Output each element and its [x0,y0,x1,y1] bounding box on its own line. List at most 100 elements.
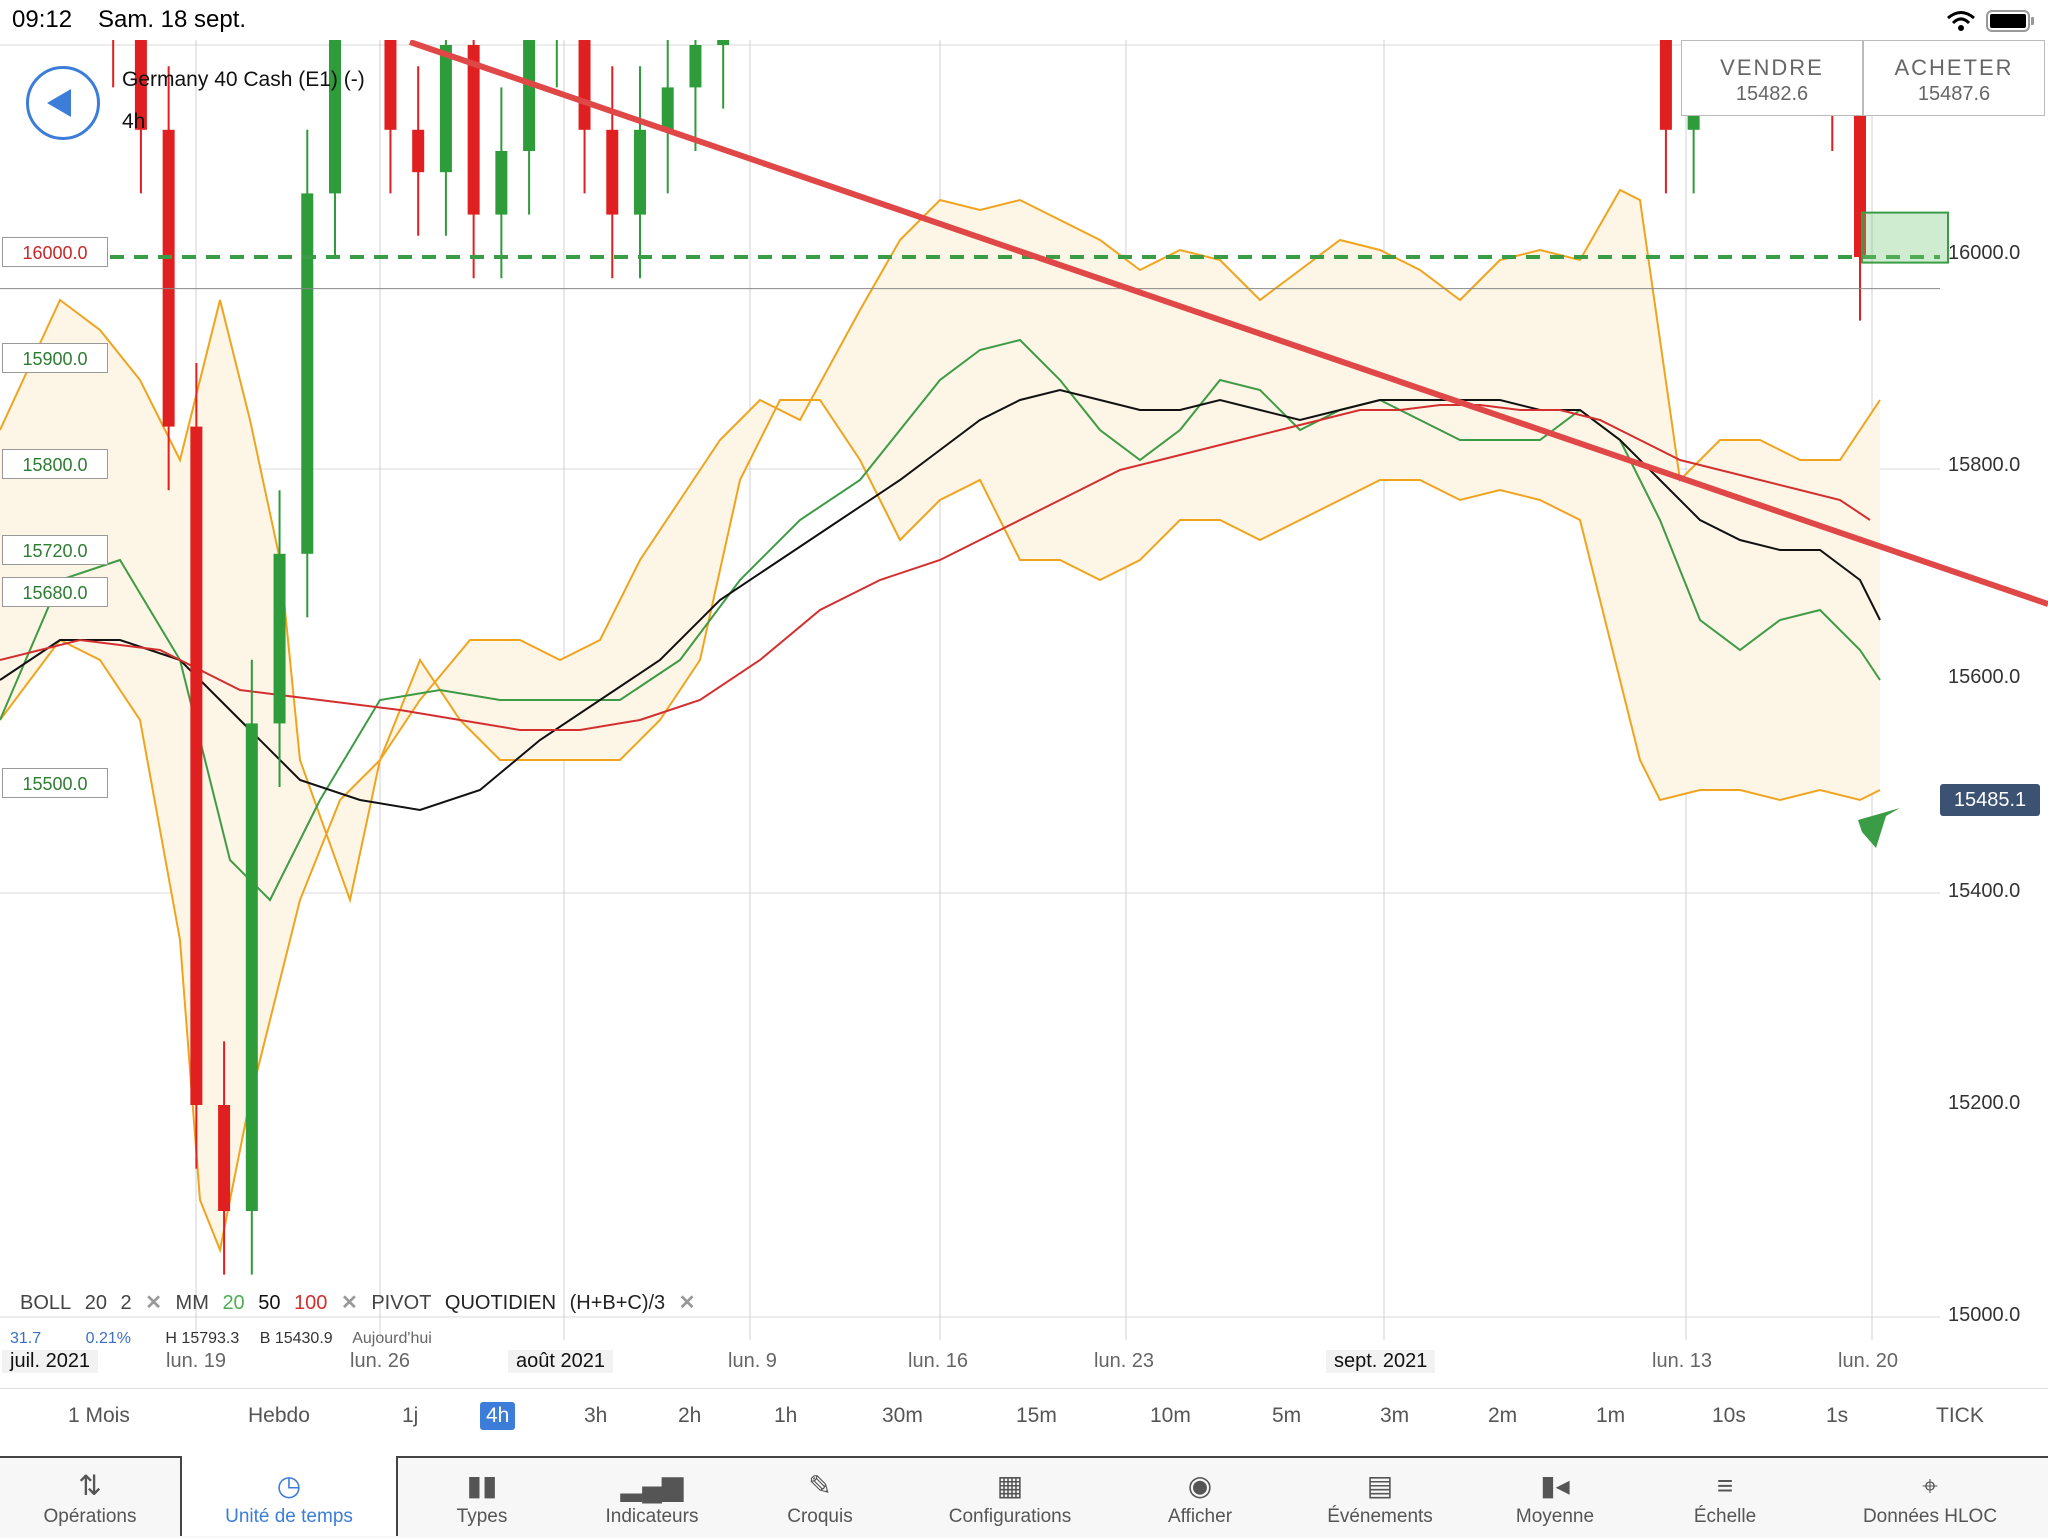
tf-hebdo[interactable]: Hebdo [248,1404,310,1427]
x-tick-lun13: lun. 13 [1652,1350,1713,1372]
stat-percent: 0.21% [85,1330,131,1347]
tf-1j[interactable]: 1j [402,1404,419,1427]
level-label-16000[interactable]: 16000.0 [2,237,108,267]
candles-icon: ▮▮ [466,1470,498,1501]
remove-mm-icon[interactable]: ✕ [341,1292,358,1314]
tf-2h[interactable]: 2h [678,1404,702,1427]
candle-body [190,426,203,1106]
tf-10s[interactable]: 10s [1712,1404,1746,1427]
mm-param-3: 100 [294,1292,328,1314]
x-tick-lun20: lun. 20 [1838,1350,1899,1372]
remove-boll-icon[interactable]: ✕ [145,1292,162,1314]
boll-param-2: 2 [120,1292,132,1314]
level-label-15900[interactable]: 15900.0 [2,343,108,373]
tf-2m[interactable]: 2m [1488,1404,1518,1427]
tf-10m[interactable]: 10m [1150,1404,1191,1427]
nav-configurations-label: Configurations [948,1506,1072,1527]
candle-body [134,40,147,130]
mm-param-1: 20 [222,1292,245,1314]
candle-body [717,40,730,45]
tf-15m[interactable]: 15m [1016,1404,1057,1427]
ma20-line [0,338,1881,902]
candle-body [634,129,646,215]
status-date: Sam. 18 sept. [98,6,247,33]
nav-events[interactable]: ▤ Événements [1290,1456,1470,1536]
boll-label: BOLL [20,1292,72,1314]
nav-types[interactable]: ▮▮ Types [400,1456,564,1536]
tf-tick[interactable]: TICK [1936,1404,1984,1427]
candle-body [606,129,619,215]
timeframe-bar [0,1388,2048,1449]
tf-3h[interactable]: 3h [584,1404,608,1427]
level-label-15720[interactable]: 15720.0 [2,535,108,565]
sell-button[interactable]: VENDRE 15482.6 [1681,40,1863,116]
average-icon: ▮◂ [1540,1470,1570,1501]
nav-events-label: Événements [1327,1506,1433,1527]
candle-body [1659,40,1672,130]
candle-body [301,193,314,554]
price-chart[interactable] [0,40,2048,1360]
level-label-15680[interactable]: 15680.0 [2,577,108,607]
tf-5m[interactable]: 5m [1272,1404,1302,1427]
pivot-param-1: QUOTIDIEN [444,1292,557,1314]
bollinger-lower [0,399,1881,1254]
buy-button[interactable]: ACHETER 15487.6 [1863,40,2045,116]
candle-body [578,40,591,130]
mm-param-2: 50 [258,1292,281,1314]
crosshair-icon: ⌖ [1922,1470,1938,1501]
ma100-line [0,404,1871,731]
remove-pivot-icon[interactable]: ✕ [678,1292,696,1314]
nav-scale-label: Échelle [1693,1506,1757,1527]
nav-configurations[interactable]: ▦ Configurations [920,1456,1100,1536]
nav-average-label: Moyenne [1515,1506,1595,1527]
level-label-15500[interactable]: 15500.0 [2,768,108,798]
stat-change: 31.7 [10,1330,42,1347]
y-tick-15800: 15800.0 [1948,454,2021,476]
back-arrow-icon [47,89,71,117]
nav-scale[interactable]: ≡ Échelle [1650,1456,1800,1536]
tf-3m[interactable]: 3m [1380,1404,1410,1427]
x-tick-lun26: lun. 26 [350,1350,411,1372]
bollinger-upper [0,188,1881,904]
candle-body [467,45,480,215]
nav-display-label: Afficher [1167,1506,1233,1527]
x-tick-lun9: lun. 9 [728,1350,777,1372]
instrument-name: Germany 40 Cash (E1) (-) [122,68,365,91]
nav-timeframe-label: Unité de temps [225,1506,353,1527]
x-tick-lun19: lun. 19 [166,1350,227,1372]
nav-indicators[interactable]: ▂▄▆ Indicateurs [564,1456,740,1536]
y-tick-15000: 15000.0 [1948,1304,2021,1326]
buy-label: ACHETER [1894,55,2014,80]
tf-1mois[interactable]: 1 Mois [68,1404,130,1427]
x-tick-juil: juil. 2021 [2,1350,99,1373]
instrument-timeframe: 4h [122,110,146,133]
nav-operations[interactable]: ⇅ Opérations [0,1456,180,1536]
nav-display[interactable]: ◉ Afficher [1120,1456,1280,1536]
nav-operations-label: Opérations [43,1506,137,1527]
candle-body [523,40,536,151]
x-tick-aout: août 2021 [508,1350,613,1373]
target-zone [1861,211,1949,264]
nav-timeframe[interactable]: ◷ Unité de temps [180,1456,398,1536]
nav-hloc[interactable]: ⌖ Données HLOC [1830,1456,2030,1536]
tf-1s[interactable]: 1s [1826,1404,1849,1427]
x-tick-lun16: lun. 16 [908,1350,969,1372]
tf-1h[interactable]: 1h [774,1404,798,1427]
stat-period: Aujourd'hui [352,1330,432,1347]
tf-4h[interactable]: 4h [480,1402,516,1430]
ma50-line [0,388,1881,812]
pencil-icon: ✎ [808,1470,832,1501]
level-label-15800[interactable]: 15800.0 [2,449,108,479]
candle-body [495,151,508,215]
stats-row: 31.7 0.21% H 15793.3 B 15430.9 Aujourd'h… [10,1330,432,1348]
back-button[interactable] [26,66,100,140]
nav-sketch[interactable]: ✎ Croquis [740,1456,900,1536]
tf-30m[interactable]: 30m [882,1404,923,1427]
tf-1m[interactable]: 1m [1596,1404,1626,1427]
candle-body [661,87,674,130]
x-tick-lun23: lun. 23 [1094,1350,1155,1372]
mm-label: MM [175,1292,209,1314]
nav-average[interactable]: ▮◂ Moyenne [1480,1456,1630,1536]
nav-types-label: Types [456,1506,508,1527]
green-arrow-icon [1858,808,1900,848]
